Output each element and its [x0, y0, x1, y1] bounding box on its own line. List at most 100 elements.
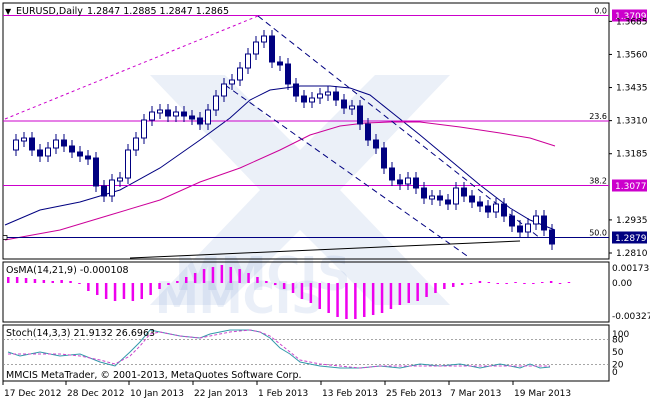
osma-bar	[291, 283, 295, 293]
osma-bar	[398, 283, 402, 305]
osma-bar	[532, 283, 535, 284]
candle-body	[477, 201, 483, 207]
osma-bar	[247, 273, 250, 283]
osma-bar	[113, 283, 117, 301]
osma-bar	[96, 283, 99, 295]
candle-body	[173, 111, 179, 117]
candle-body	[45, 147, 51, 157]
osma-bar	[185, 277, 188, 283]
osma-bar	[487, 282, 491, 283]
time-axis: 17 Dec 2012 28 Dec 2012 10 Jan 2013 22 Jan …	[2, 381, 571, 399]
stoch-signal-line	[8, 329, 550, 369]
candle-body	[453, 187, 459, 205]
osma-axis: 0.00173 0.00 -0.00327	[612, 264, 650, 322]
time-tick-label: 7 Mar 2013	[450, 389, 501, 399]
candle-body	[269, 35, 275, 63]
candle-body	[237, 67, 243, 81]
support-line[interactable]	[129, 240, 521, 259]
price-tick-label: 1.3185	[616, 150, 648, 160]
fib-level-label: 50.0	[589, 229, 607, 238]
candle-body	[333, 91, 339, 101]
osma-bar	[42, 280, 46, 283]
osma-bar	[443, 283, 446, 289]
osma-bar	[24, 278, 28, 283]
osma-bar	[282, 283, 286, 289]
osma-bar	[87, 283, 90, 291]
fib-price-box	[612, 179, 647, 192]
osma-bar	[238, 269, 241, 283]
candle-body	[21, 137, 27, 142]
candle-body	[205, 109, 211, 125]
stoch-tick-label: 20	[612, 361, 624, 371]
candle-body	[189, 115, 195, 120]
osma-bar	[131, 283, 135, 301]
osma-bar	[549, 281, 553, 283]
price-tick-label: 1.3685	[616, 17, 648, 27]
osma-bar	[211, 267, 215, 283]
candle-body	[317, 93, 323, 99]
trend-channel[interactable]	[4, 15, 541, 259]
candle-body	[541, 215, 547, 231]
candle-body	[533, 215, 539, 225]
candle-body	[485, 205, 491, 213]
osma-bar	[33, 279, 37, 283]
osma-bar	[469, 283, 473, 284]
candle-body	[397, 179, 403, 185]
candle-body	[373, 139, 379, 149]
candle-body	[405, 177, 411, 185]
osma-bar	[176, 281, 179, 283]
osma-bar	[558, 283, 562, 284]
candle-body	[157, 109, 163, 114]
candle-body	[437, 195, 443, 201]
candle-body	[85, 155, 91, 160]
candle-body	[77, 151, 83, 157]
osma-bar	[15, 277, 19, 283]
osma-bar	[380, 283, 384, 313]
osma-bar	[407, 283, 410, 303]
osma-bar	[149, 283, 152, 295]
moving-averages	[4, 85, 556, 241]
candle-body	[285, 63, 291, 85]
osma-bar	[541, 282, 544, 283]
time-tick-label: 17 Dec 2012	[4, 389, 62, 399]
osma-bar	[274, 283, 277, 285]
candle-body	[517, 225, 523, 233]
fibonacci-retracement[interactable]: 0.0 1.3709 23.6 38.2 1.3077 50.0 1.2879	[2, 7, 647, 245]
osma-bar	[567, 282, 571, 283]
candle-body	[149, 111, 155, 121]
candle-body	[53, 139, 59, 149]
osma-bar	[460, 283, 464, 285]
osma-bar	[452, 283, 455, 287]
osma-panel[interactable]	[2, 261, 610, 323]
osma-bar	[523, 283, 526, 284]
candle-body	[421, 187, 427, 199]
time-tick-label: 10 Jan 2013	[130, 389, 184, 399]
price-tick-label: 1.3435	[616, 84, 648, 94]
candle-body	[61, 139, 67, 147]
candle-body	[141, 119, 147, 139]
candle-body	[165, 109, 171, 117]
candle-body	[461, 187, 467, 197]
fib-level-label: 38.2	[589, 177, 607, 186]
osma-histogram	[7, 265, 571, 319]
candle-body	[133, 137, 139, 151]
osma-bar	[514, 282, 517, 283]
stoch-tick-label: 80	[612, 335, 624, 345]
main-chart-panel[interactable]	[2, 2, 610, 260]
osma-bar	[265, 281, 268, 283]
candle-body	[229, 79, 235, 85]
candle-body	[389, 167, 395, 181]
stoch-panel[interactable]	[2, 324, 610, 382]
osma-bar	[327, 283, 330, 313]
osma-tick-label: 0.00173	[612, 264, 649, 274]
candle-body	[381, 147, 387, 169]
fib-anchor-handle[interactable]	[2, 235, 8, 240]
osma-bar	[229, 267, 232, 283]
candle-body	[509, 215, 515, 227]
stoch-levels	[3, 338, 609, 366]
candle-body	[549, 229, 555, 245]
price-tick-label: 1.3310	[616, 117, 648, 127]
candle-body	[413, 177, 419, 189]
candle-body	[117, 177, 123, 182]
